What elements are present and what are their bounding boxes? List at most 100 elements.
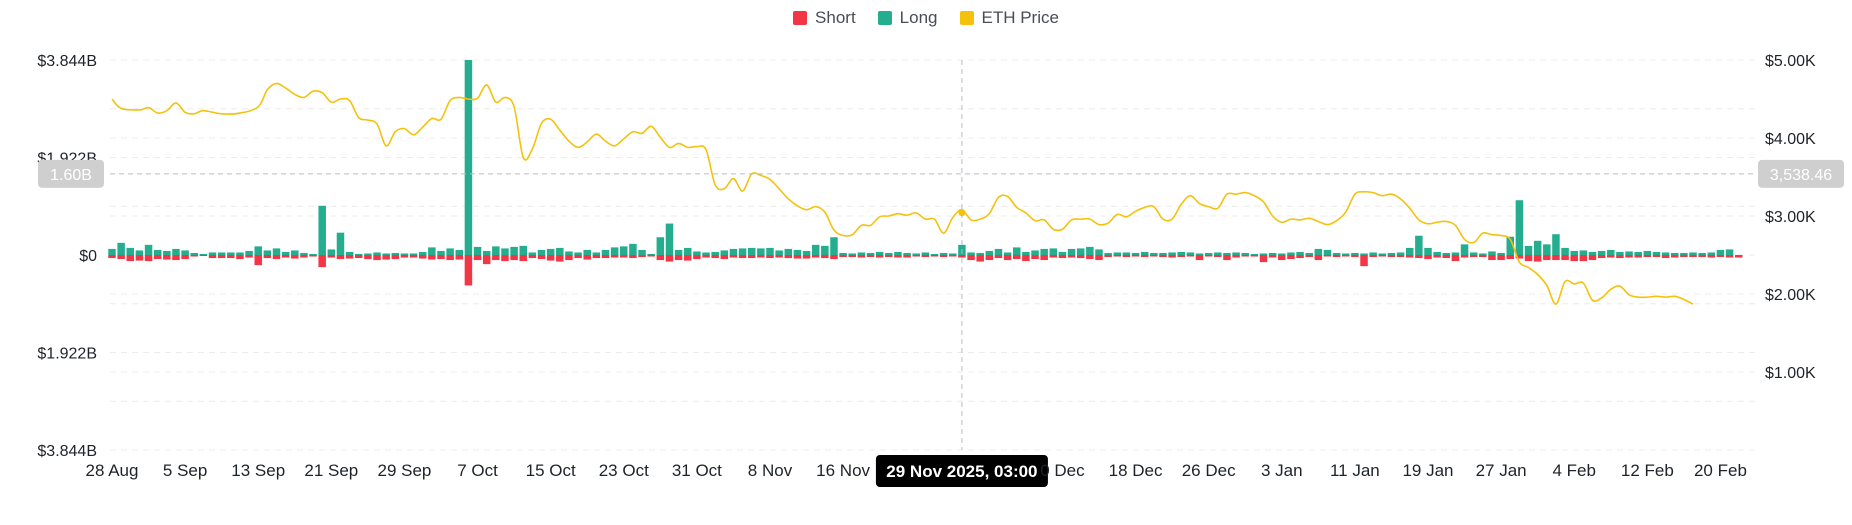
legend-short[interactable]: Short xyxy=(793,8,856,28)
short-bar xyxy=(1159,255,1167,258)
long-bar xyxy=(684,247,692,255)
long-bar xyxy=(144,244,153,255)
right-axis-tick-label: $4.00K xyxy=(1765,131,1816,148)
x-axis-tick-label: 19 Jan xyxy=(1402,461,1453,480)
long-bar xyxy=(1003,252,1012,255)
legend-long-label: Long xyxy=(899,8,938,27)
short-bar xyxy=(1232,255,1240,258)
long-bar xyxy=(236,252,244,255)
long-bar xyxy=(1552,234,1560,255)
short-bar xyxy=(1140,255,1149,258)
short-bar xyxy=(1022,255,1030,262)
long-bar xyxy=(1305,252,1313,255)
short-bar xyxy=(1323,255,1332,257)
legend-long[interactable]: Long xyxy=(877,8,938,28)
left-axis-tick-label: $3.844B xyxy=(37,443,97,460)
short-bar xyxy=(638,255,646,258)
long-bar xyxy=(464,60,473,255)
long-bar xyxy=(291,250,299,255)
short-bar xyxy=(775,255,783,258)
long-bar xyxy=(939,252,948,255)
long-bar xyxy=(1561,247,1569,255)
short-bar xyxy=(492,255,500,261)
short-bar xyxy=(647,255,655,257)
x-axis-tick-label: 23 Oct xyxy=(599,461,649,480)
long-bar xyxy=(1168,252,1176,255)
short-bar xyxy=(1342,255,1350,257)
long-bar xyxy=(1405,247,1414,255)
short-bar xyxy=(1314,255,1323,261)
long-bar xyxy=(638,249,646,255)
long-bar xyxy=(930,253,939,255)
long-bar xyxy=(482,250,491,255)
short-bar xyxy=(702,255,710,258)
right-axis-tick-label: $5.00K xyxy=(1765,53,1816,70)
x-axis-tick-label: 12 Feb xyxy=(1621,461,1674,480)
x-axis-tick-label: 29 Sep xyxy=(377,461,431,480)
short-bar xyxy=(994,255,1003,259)
short-bar xyxy=(830,255,838,260)
long-bar xyxy=(1131,252,1140,255)
long-bar xyxy=(336,232,345,255)
long-bar xyxy=(254,246,262,255)
short-bar xyxy=(382,255,390,260)
long-bar xyxy=(821,245,829,255)
legend-price-label: ETH Price xyxy=(981,8,1059,27)
short-bar xyxy=(1643,255,1652,258)
long-bar xyxy=(546,248,555,255)
short-bar xyxy=(1259,255,1268,263)
short-bar xyxy=(1424,255,1432,260)
long-bar xyxy=(117,242,125,255)
short-swatch xyxy=(793,11,808,25)
short-bar xyxy=(355,255,363,259)
short-bar xyxy=(126,255,135,262)
right-value-badge-label: 3,538.46 xyxy=(1770,167,1832,184)
x-axis-tick-label: 21 Sep xyxy=(304,461,358,480)
long-bar xyxy=(839,252,847,255)
long-bar xyxy=(1150,252,1158,255)
x-axis-tick-label: 18 Dec xyxy=(1109,461,1163,480)
long-bar xyxy=(519,245,527,255)
x-axis: 28 Aug 5 Sep 13 Sep 21 Sep 29 Sep 7 Oct 15 Oct… xyxy=(86,461,1747,480)
legend-eth-price[interactable]: ETH Price xyxy=(959,8,1059,28)
short-bar xyxy=(1707,255,1716,258)
short-bar xyxy=(108,255,116,259)
long-bar xyxy=(1287,252,1295,255)
long-bar xyxy=(327,249,336,255)
long-bar xyxy=(1095,249,1103,255)
short-bar xyxy=(455,255,464,260)
long-bar xyxy=(601,249,610,255)
x-axis-tick-label: 5 Sep xyxy=(163,461,207,480)
chart-legend: Short Long ETH Price xyxy=(0,8,1852,28)
long-bar xyxy=(793,249,802,255)
long-bar xyxy=(1159,252,1167,255)
short-bar xyxy=(1671,255,1679,258)
short-bar xyxy=(1241,255,1249,257)
short-bar xyxy=(281,255,290,258)
long-bar xyxy=(281,251,290,255)
short-bar xyxy=(1460,255,1469,258)
long-bar xyxy=(885,252,893,255)
crosshair-date-label: 29 Nov 2025, 03:00 xyxy=(886,462,1037,481)
short-bar xyxy=(1597,255,1606,259)
crosshair-price-marker xyxy=(958,209,966,217)
short-bar xyxy=(336,255,345,260)
long-bar xyxy=(757,248,765,255)
short-bar xyxy=(921,255,930,258)
short-bar xyxy=(866,255,875,258)
short-bar xyxy=(1378,255,1387,257)
short-bar xyxy=(1488,255,1496,261)
short-bar xyxy=(601,255,610,259)
long-bar xyxy=(766,247,774,255)
short-bar xyxy=(254,255,262,266)
right-axis-tick-label: $1.00K xyxy=(1765,365,1816,382)
long-bar xyxy=(1250,253,1259,255)
long-bar xyxy=(1515,200,1524,255)
long-bar xyxy=(1113,252,1122,255)
short-bar xyxy=(674,255,683,261)
long-bar xyxy=(510,246,518,255)
long-bar xyxy=(1223,252,1231,255)
short-bar xyxy=(1625,255,1633,258)
short-bar xyxy=(1223,255,1231,261)
